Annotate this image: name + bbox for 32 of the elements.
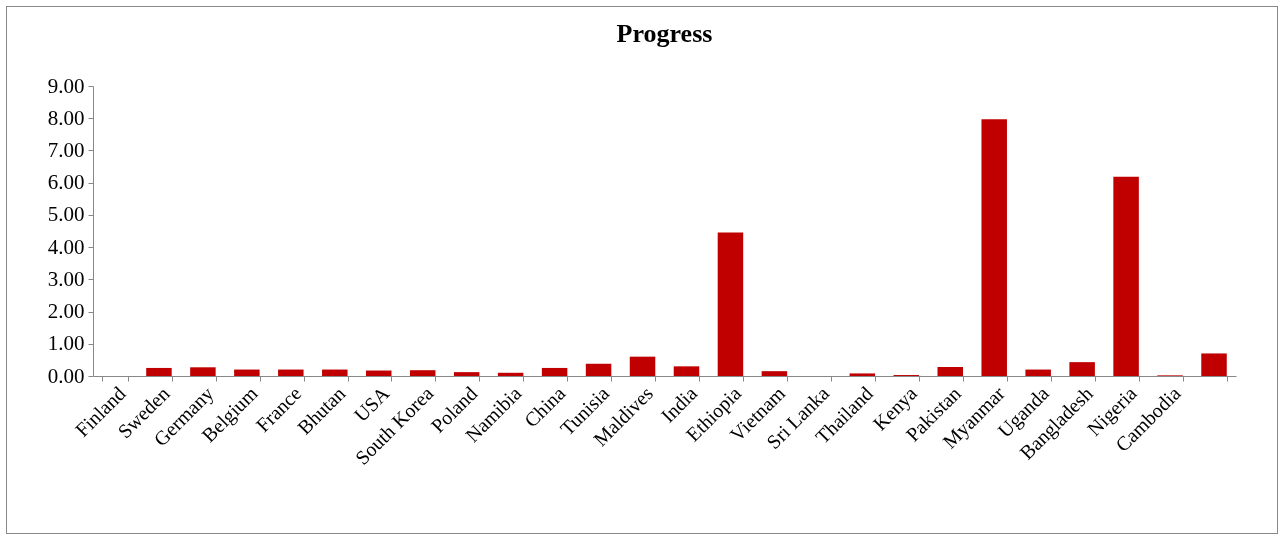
chart-title: Progress <box>616 19 713 48</box>
y-tick-label: 4.00 <box>47 234 85 259</box>
bar <box>1025 369 1051 376</box>
y-tick-label: 9.00 <box>47 73 85 98</box>
y-tick-label: 7.00 <box>47 137 85 162</box>
bar <box>1069 362 1095 376</box>
y-tick-label: 8.00 <box>47 105 85 130</box>
y-tick-label: 2.00 <box>47 299 85 324</box>
bar <box>585 363 612 376</box>
bar <box>629 356 656 376</box>
bar <box>497 372 524 376</box>
bar <box>673 366 700 376</box>
bar <box>849 373 876 376</box>
y-tick-label: 6.00 <box>47 170 85 195</box>
y-tick-label: 1.00 <box>47 331 85 356</box>
bar <box>409 370 436 376</box>
bar <box>541 367 568 376</box>
bar <box>146 367 172 376</box>
bar <box>937 366 963 376</box>
y-tick-label: 5.00 <box>47 202 85 227</box>
bar <box>981 119 1007 376</box>
bar <box>453 372 480 376</box>
bar <box>761 371 788 376</box>
y-tick-label: 3.00 <box>47 266 85 291</box>
bar <box>1201 353 1227 376</box>
y-tick-label: 0.00 <box>47 363 85 388</box>
bar <box>234 369 260 376</box>
bar <box>278 369 304 376</box>
bar <box>322 369 348 376</box>
bar <box>1113 176 1139 376</box>
bar <box>190 367 216 376</box>
bar <box>717 232 744 376</box>
